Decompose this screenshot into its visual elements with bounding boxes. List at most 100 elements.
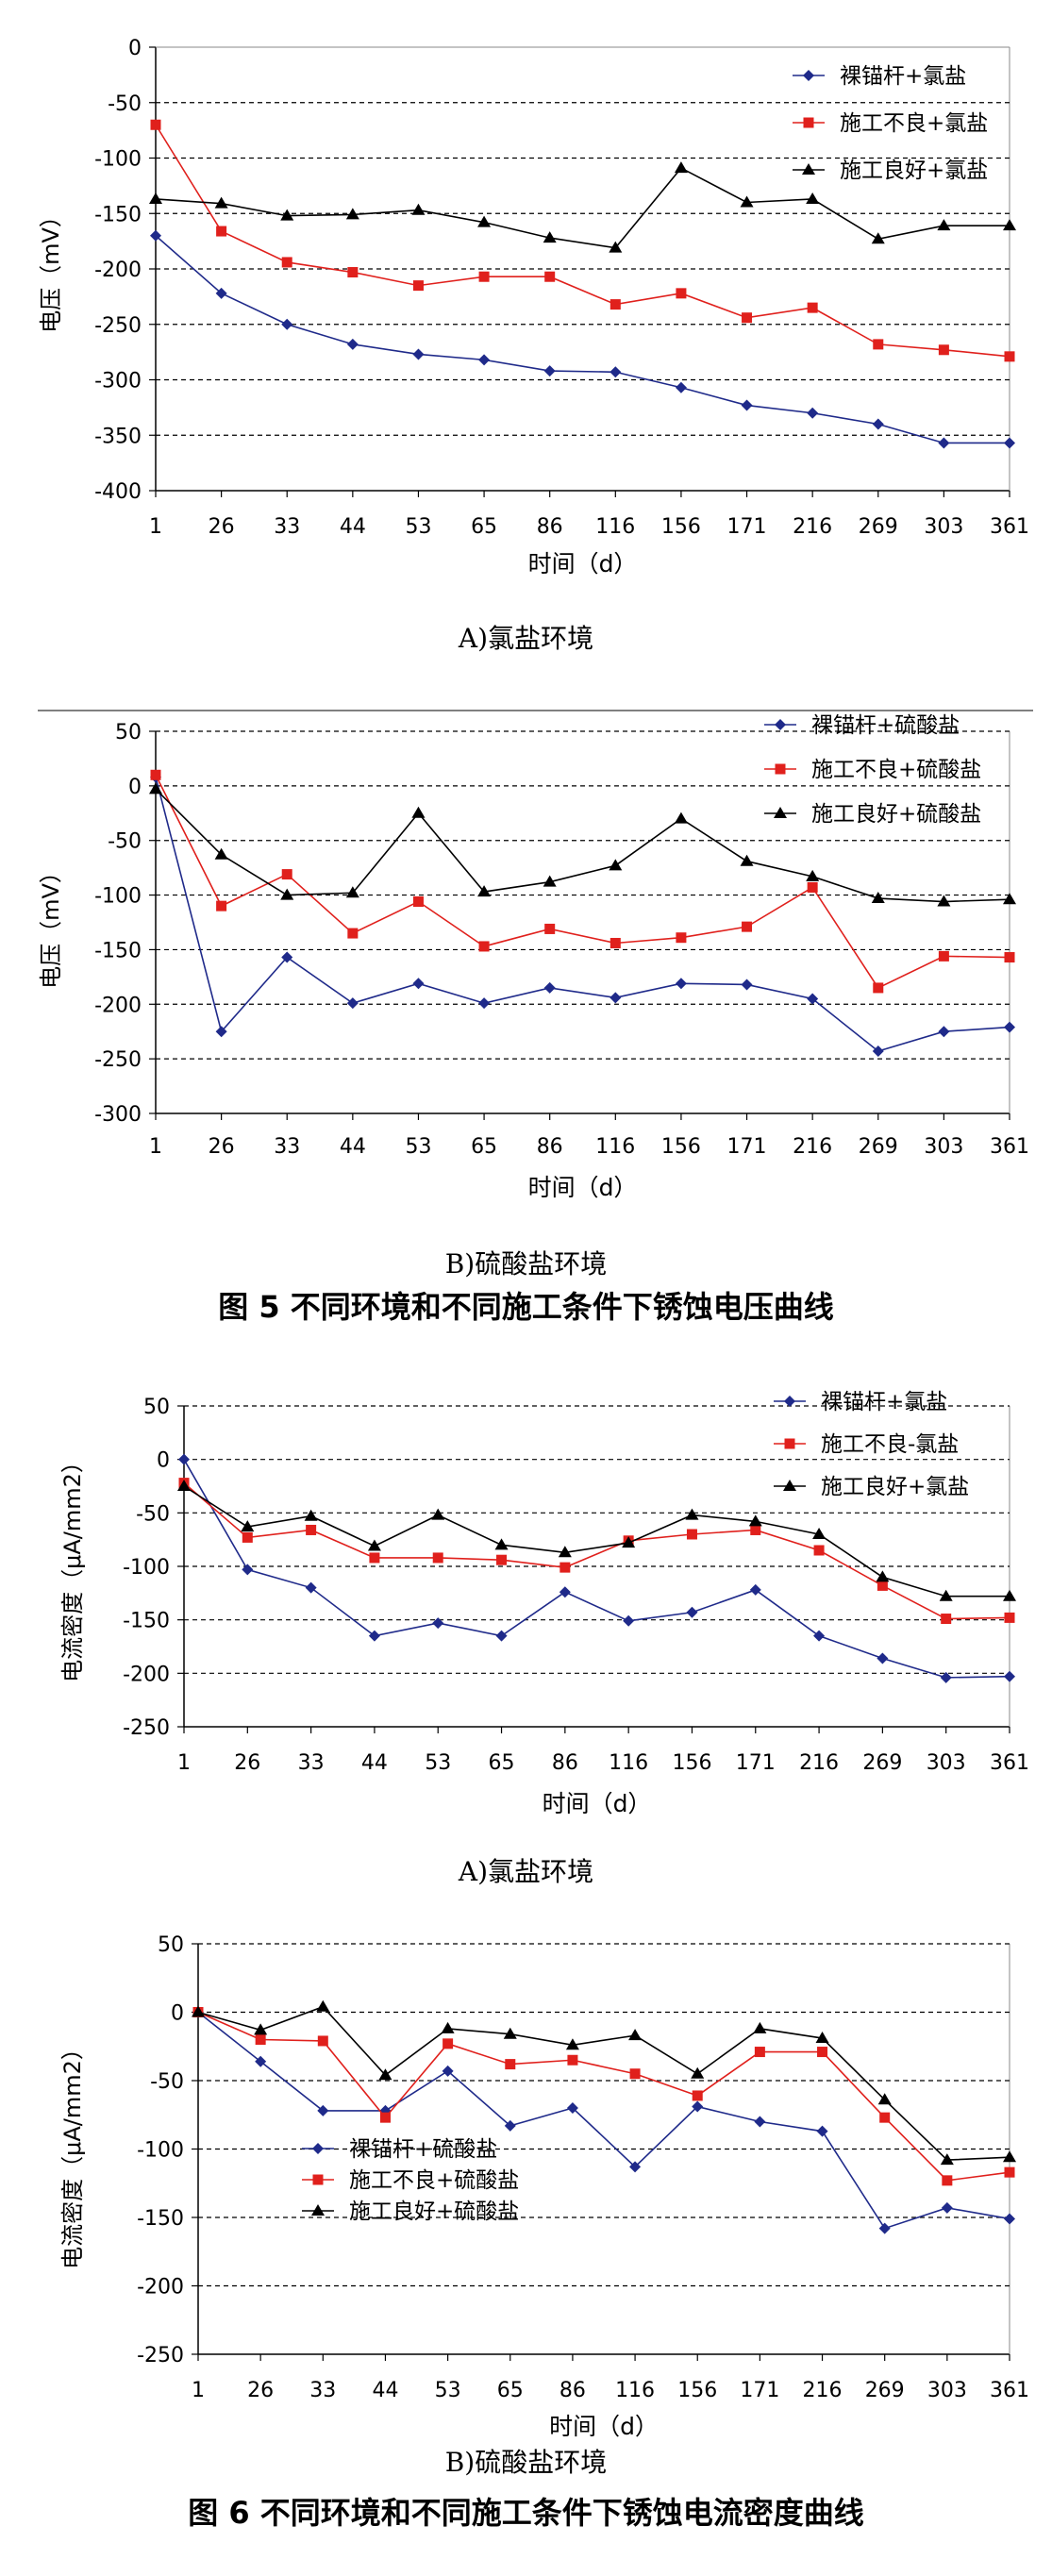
data-point-s3-1	[149, 782, 162, 795]
legend-marker	[775, 719, 786, 730]
x-tick-label: 1	[149, 1135, 162, 1159]
data-point-s2-9	[692, 2090, 703, 2101]
x-tick-label: 86	[552, 1751, 578, 1775]
data-point-s3-11	[815, 2032, 829, 2044]
data-point-s3-13	[939, 1589, 953, 1601]
data-point-s1-14	[1004, 2213, 1015, 2225]
series-line-2	[197, 2011, 1010, 2182]
x-tick-label: 116	[595, 1135, 635, 1159]
x-tick-label: 44	[372, 2379, 398, 2402]
legend-marker	[312, 2174, 324, 2185]
data-point-s2-1	[150, 119, 161, 130]
x-tick-label: 44	[340, 515, 366, 539]
x-tick-label: 303	[924, 1135, 963, 1159]
data-point-s3-10	[740, 854, 754, 866]
data-point-s2-6	[496, 1554, 508, 1565]
series-line-1	[183, 1459, 1010, 1679]
data-point-s3-1	[192, 2005, 205, 2017]
x-tick-label: 216	[793, 1135, 832, 1159]
data-point-s2-7	[544, 923, 556, 934]
data-point-s3-8	[622, 1536, 636, 1548]
figure5-caption: 图 5 不同环境和不同施工条件下锈蚀电压曲线	[218, 1289, 834, 1325]
data-point-s1-14	[1004, 437, 1015, 449]
x-axis-title: 时间（d）	[549, 2413, 659, 2440]
legend-marker	[312, 2143, 324, 2154]
y-tick-label: -100	[94, 148, 142, 172]
data-point-s3-9	[685, 1508, 699, 1520]
data-point-s1-3	[305, 1581, 317, 1594]
data-point-s1-12	[872, 1045, 884, 1058]
legend-marker	[803, 117, 814, 128]
data-point-s2-8	[609, 299, 621, 310]
data-point-s2-14	[1004, 2166, 1015, 2178]
fig6-a-sublabel: A)氯盐环境	[458, 1856, 594, 1887]
x-tick-label: 33	[274, 1135, 300, 1159]
data-point-s1-13	[938, 437, 950, 449]
data-point-s3-4	[345, 886, 359, 898]
data-point-s3-3	[304, 1509, 318, 1521]
data-point-s3-11	[812, 1528, 827, 1539]
y-tick-label: -150	[94, 939, 142, 962]
y-tick-label: -100	[94, 885, 142, 909]
legend-entry: 裸锚杆+硫酸盐	[811, 713, 960, 738]
data-point-s1-5	[412, 348, 425, 360]
x-axis-title: 时间（d）	[528, 550, 638, 577]
data-point-s1-5	[432, 1617, 444, 1630]
x-tick-label: 1	[177, 1751, 191, 1775]
y-tick-label: -250	[137, 2344, 184, 2367]
data-point-s1-14	[1004, 1670, 1015, 1682]
data-point-s3-7	[558, 1546, 572, 1558]
data-point-s2-13	[941, 1614, 952, 1625]
data-point-s2-7	[544, 271, 556, 282]
legend-entry: 施工良好+硫酸盐	[811, 802, 981, 827]
y-axis-title: 电压（mV）	[38, 861, 64, 989]
series-line-2	[183, 1481, 1010, 1620]
data-point-s1-4	[346, 997, 359, 1010]
data-point-s1-3	[317, 2104, 329, 2116]
x-tick-label: 1	[192, 2379, 205, 2402]
y-tick-label: -50	[136, 1502, 170, 1526]
chart-fig5-a-chloride-voltage: 0 -50 -100 -150 -200 -250 -300 -350 -400 1 26 33 44 5…	[38, 37, 1029, 577]
legend-entry: 施工良好+氯盐	[821, 1475, 969, 1499]
y-tick-label: -250	[123, 1716, 170, 1740]
y-tick-label: -300	[94, 370, 142, 393]
data-point-s2-3	[281, 869, 292, 880]
x-tick-label: 33	[309, 2379, 336, 2402]
data-point-s1-5	[412, 978, 425, 990]
data-point-s2-4	[369, 1552, 380, 1564]
data-point-s3-14	[1003, 2150, 1016, 2163]
data-point-s1-10	[749, 1583, 761, 1596]
data-point-s3-12	[871, 892, 885, 904]
series-line-3	[155, 788, 1010, 903]
data-point-s2-13	[942, 2175, 953, 2186]
y-tick-label: -50	[108, 92, 142, 116]
series-line-1	[155, 235, 1010, 444]
x-tick-label: 26	[209, 515, 235, 539]
data-point-s1-2	[215, 287, 227, 299]
data-point-s1-12	[877, 1652, 889, 1664]
legend-entry: 施工良好+硫酸盐	[349, 2200, 519, 2224]
data-point-s2-5	[412, 896, 424, 908]
x-tick-label: 65	[497, 2379, 524, 2402]
data-point-s1-8	[609, 366, 622, 378]
y-tick-label: 0	[171, 2002, 184, 2026]
legend-entry: 施工不良-氯盐	[821, 1432, 959, 1457]
data-point-s3-9	[674, 161, 688, 174]
legend-marker	[784, 1438, 795, 1449]
data-point-s3-3	[280, 888, 294, 900]
chart-fig5-b-sulfate-voltage: 50 0 -50 -100 -150 -200 -250 -300 1 26 33 44 53 65 86 1…	[38, 710, 1033, 1201]
data-point-s1-3	[281, 318, 293, 330]
x-tick-label: 216	[793, 515, 832, 539]
x-axis-title: 时间（d）	[528, 1174, 638, 1201]
data-point-s3-14	[1003, 1589, 1016, 1601]
data-point-s2-3	[281, 257, 292, 268]
y-axis-title: 电压（mV）	[38, 205, 64, 333]
data-point-s3-4	[378, 2068, 392, 2081]
data-point-s1-8	[609, 992, 622, 1004]
x-tick-label: 361	[990, 1751, 1029, 1775]
data-point-s2-4	[347, 928, 359, 939]
y-tick-label: -400	[94, 480, 142, 504]
chart-fig6-b-sulfate-current: 50 0 -50 -100 -150 -200 -250 1 26 33 44 53 65 86 116 15…	[59, 1933, 1029, 2440]
legend-marker	[802, 163, 815, 175]
data-point-s1-13	[941, 2201, 953, 2214]
